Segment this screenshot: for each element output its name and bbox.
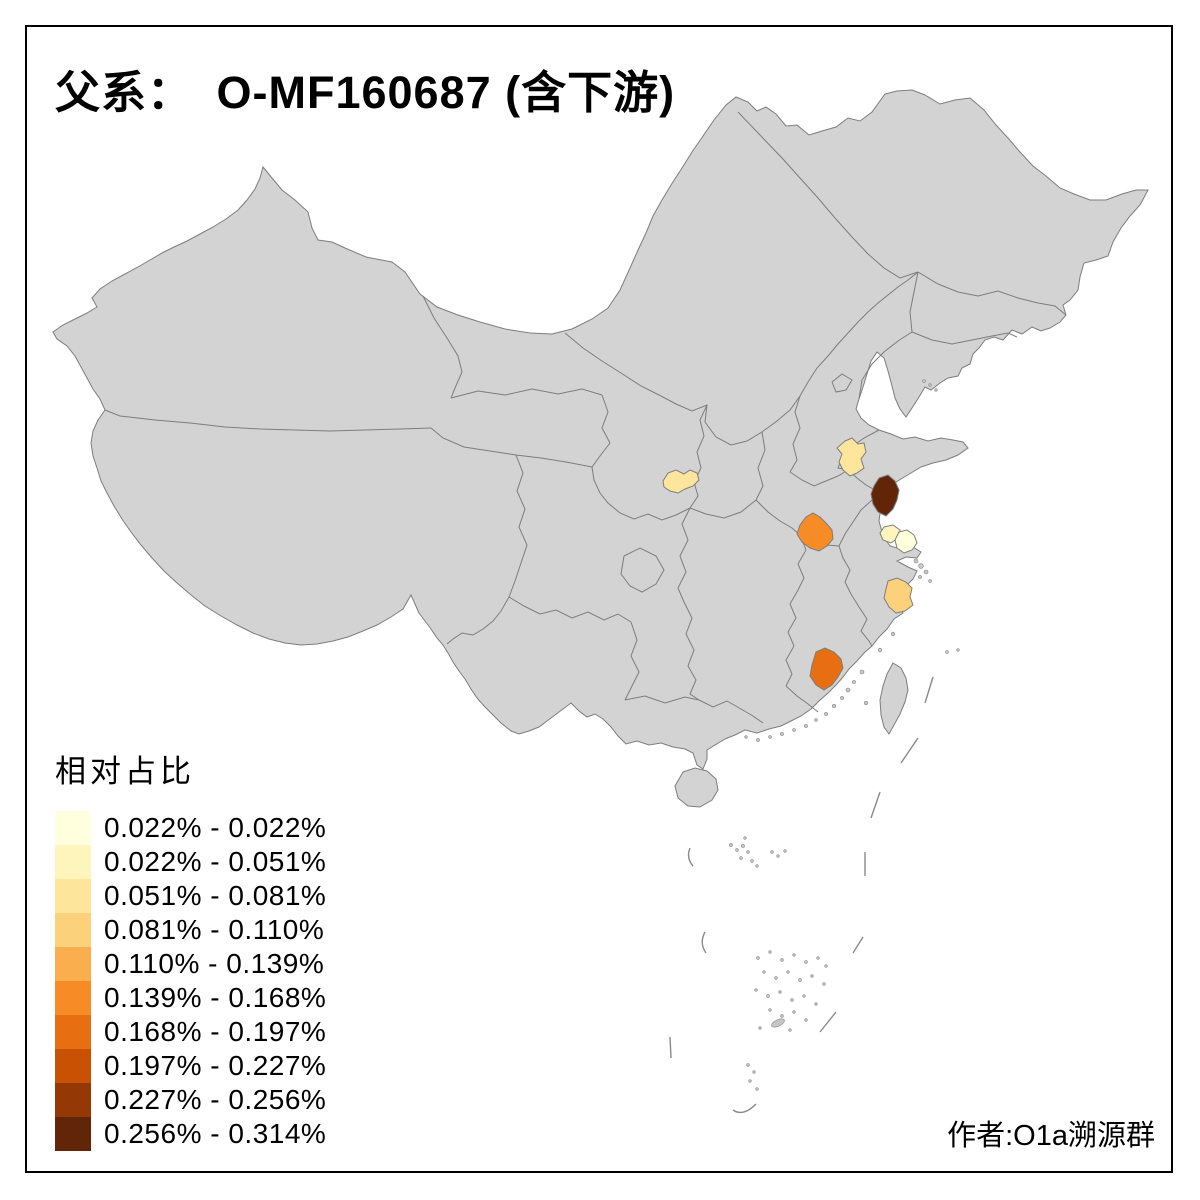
legend-swatch bbox=[55, 913, 91, 947]
china-mainland bbox=[52, 89, 1149, 770]
legend-title: 相对占比 bbox=[55, 754, 195, 789]
legend-row: 0.022% - 0.022% bbox=[55, 811, 326, 845]
legend: 相对占比 0.022% - 0.022% 0.022% - 0.051% 0.051… bbox=[55, 746, 326, 1151]
legend-row: 0.110% - 0.139% bbox=[55, 947, 326, 981]
legend-row: 0.022% - 0.051% bbox=[55, 845, 326, 879]
legend-rows: 0.022% - 0.022% 0.022% - 0.051% 0.051% - 0… bbox=[55, 811, 326, 1151]
region-fujian-west bbox=[809, 647, 844, 691]
legend-class-label: 0.197% - 0.227% bbox=[104, 1050, 327, 1081]
legend-swatch bbox=[55, 1049, 91, 1083]
hainan-island bbox=[674, 767, 719, 808]
legend-swatch bbox=[55, 1083, 91, 1117]
region-jiangsu-wuxi bbox=[879, 524, 901, 544]
region-shaanxi-guanzhong bbox=[662, 469, 700, 494]
legend-swatch bbox=[55, 811, 91, 845]
legend-row: 0.168% - 0.197% bbox=[55, 1015, 326, 1049]
taiwan-island bbox=[879, 662, 909, 735]
legend-class-label: 0.168% - 0.197% bbox=[104, 1016, 327, 1047]
legend-class-label: 0.051% - 0.081% bbox=[104, 880, 327, 911]
legend-row: 0.256% - 0.314% bbox=[55, 1117, 326, 1151]
legend-swatch bbox=[55, 1117, 91, 1151]
province-borders bbox=[104, 111, 1067, 724]
legend-class-label: 0.022% - 0.022% bbox=[104, 812, 327, 843]
choropleth-regions bbox=[662, 437, 918, 691]
region-shandong-south bbox=[836, 437, 867, 477]
legend-class-label: 0.110% - 0.139% bbox=[104, 948, 325, 979]
region-jiangsu-suzhou bbox=[894, 529, 918, 554]
legend-class-label: 0.139% - 0.168% bbox=[104, 982, 327, 1013]
legend-swatch bbox=[55, 1015, 91, 1049]
plot-frame bbox=[25, 25, 1173, 1173]
legend-class-label: 0.227% - 0.256% bbox=[104, 1084, 327, 1115]
region-jiangsu-yancheng bbox=[870, 474, 900, 517]
legend-swatch bbox=[55, 981, 91, 1015]
legend-class-label: 0.081% - 0.110% bbox=[104, 914, 325, 945]
legend-class-label: 0.022% - 0.051% bbox=[104, 846, 327, 877]
south-china-sea-islands bbox=[669, 676, 934, 1114]
legend-swatch bbox=[55, 947, 91, 981]
legend-swatch bbox=[55, 845, 91, 879]
region-zhejiang-ningbo bbox=[883, 577, 914, 614]
legend-row: 0.081% - 0.110% bbox=[55, 913, 326, 947]
legend-class-label: 0.256% - 0.314% bbox=[104, 1118, 327, 1149]
legend-swatch bbox=[55, 879, 91, 913]
attribution-text: 作者:O1a溯源群 bbox=[947, 1120, 1155, 1152]
legend-row: 0.227% - 0.256% bbox=[55, 1083, 326, 1117]
coastal-islands bbox=[744, 379, 960, 742]
page-title: 父系： O-MF160687 (含下游) bbox=[55, 67, 676, 118]
legend-row: 0.051% - 0.081% bbox=[55, 879, 326, 913]
region-anhui-hefei bbox=[796, 512, 834, 552]
legend-row: 0.197% - 0.227% bbox=[55, 1049, 326, 1083]
legend-row: 0.139% - 0.168% bbox=[55, 981, 326, 1015]
